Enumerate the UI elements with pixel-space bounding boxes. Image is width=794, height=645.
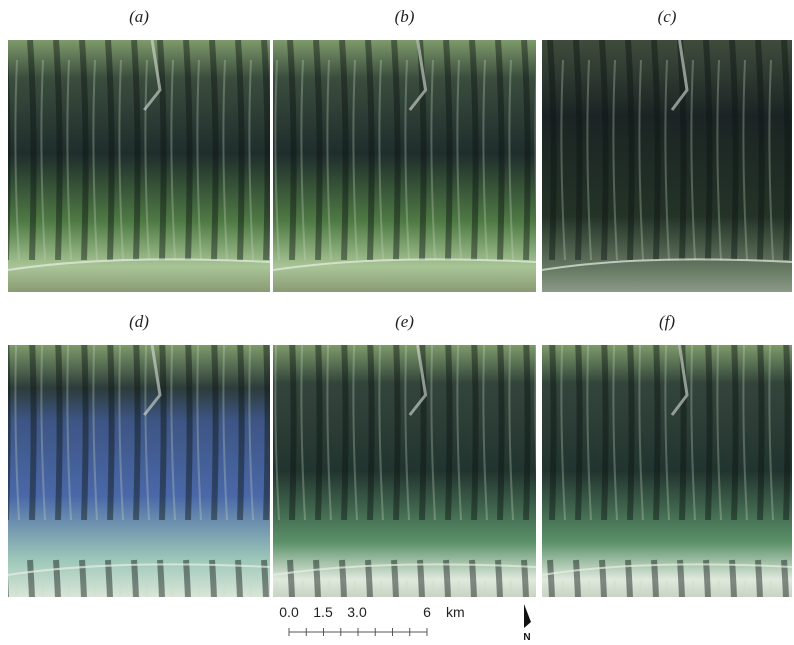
north-label: N (523, 632, 530, 643)
north-arrow: N (523, 604, 531, 643)
ridge-texture (273, 345, 536, 597)
scale-label: 1.5 (313, 604, 333, 620)
ridge-texture (542, 40, 792, 292)
panel-label: (f) (659, 312, 675, 331)
panel-label: (b) (395, 7, 415, 26)
scale-label: 3.0 (347, 604, 367, 620)
panel-label: (e) (395, 312, 414, 331)
scale-bar: 0.0 1.5 3.0 6 km (279, 604, 464, 636)
scale-label: 0.0 (279, 604, 299, 620)
ridge-texture (8, 40, 270, 292)
scale-unit: km (446, 604, 465, 620)
ridge-texture (542, 345, 792, 597)
panel-label: (c) (658, 7, 677, 26)
ridge-texture (273, 40, 536, 292)
panels: (a) (b) (c) (d) (e) (f) (8, 7, 792, 597)
arrow (524, 604, 531, 628)
panel-label: (d) (129, 312, 149, 331)
figure: (a) (b) (c) (d) (e) (f) 0.0 1.5 3.0 6 km N (0, 0, 794, 645)
figure-svg: (a) (b) (c) (d) (e) (f) 0.0 1.5 3.0 6 km N (0, 0, 794, 645)
ridge-texture (8, 345, 270, 597)
scale-label: 6 (423, 604, 431, 620)
panel-label: (a) (129, 7, 149, 26)
